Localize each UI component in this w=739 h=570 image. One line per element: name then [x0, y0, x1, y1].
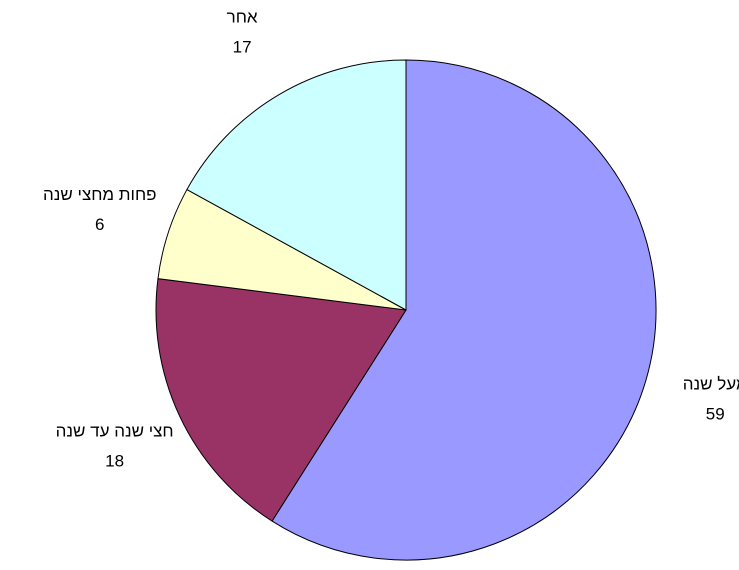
- slice-value: 18: [105, 452, 124, 471]
- pie-slice: [271, 59, 657, 561]
- slice-value: 6: [95, 215, 104, 234]
- slice-value: 59: [706, 404, 725, 423]
- slice-label: חצי שנה עד שנה: [56, 422, 174, 441]
- pie-slice: [155, 278, 407, 522]
- slice-label: מעל שנה: [683, 374, 739, 393]
- pie-slice: [186, 59, 407, 311]
- slice-label: פחות מחצי שנה: [43, 185, 157, 204]
- slice-value: 17: [233, 37, 252, 56]
- slice-label: אחר: [227, 7, 258, 26]
